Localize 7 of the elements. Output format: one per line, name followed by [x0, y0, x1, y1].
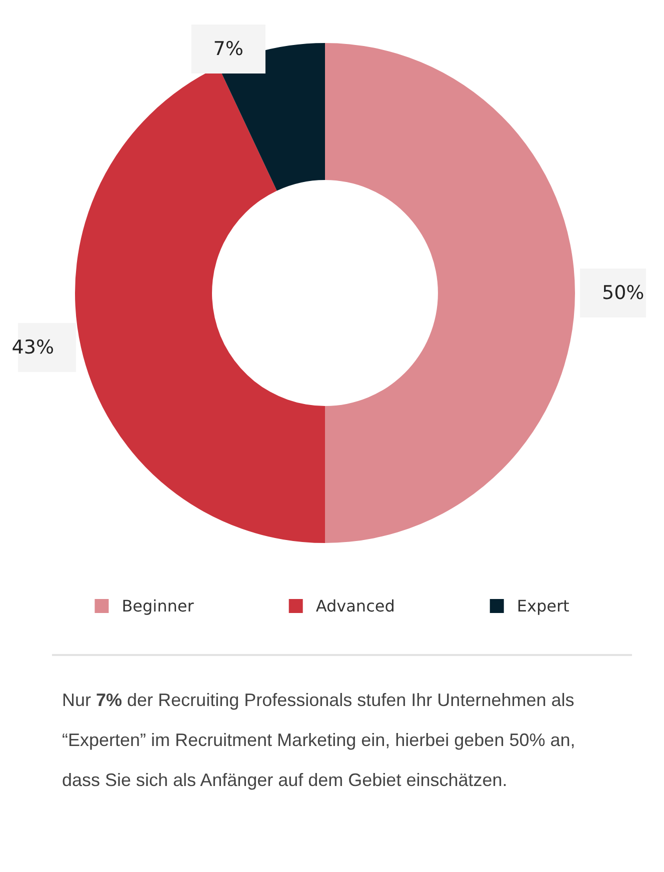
legend-label: Expert: [516, 596, 570, 616]
data-label: 50%: [602, 282, 644, 304]
data-label: 7%: [213, 38, 244, 60]
text: Nur 7% der Recruiting Professionals stufen Ihr Unternehmen als “Experten” im Recruitment Marketing ein, hierbei geben 50% an, dass Sie sich als Anfänger auf dem Gebiet einschätzen.: [61, 689, 576, 792]
legend-label: Advanced: [316, 596, 395, 616]
data-label: 43%: [12, 336, 54, 359]
legend-label: Beginner: [122, 596, 194, 616]
